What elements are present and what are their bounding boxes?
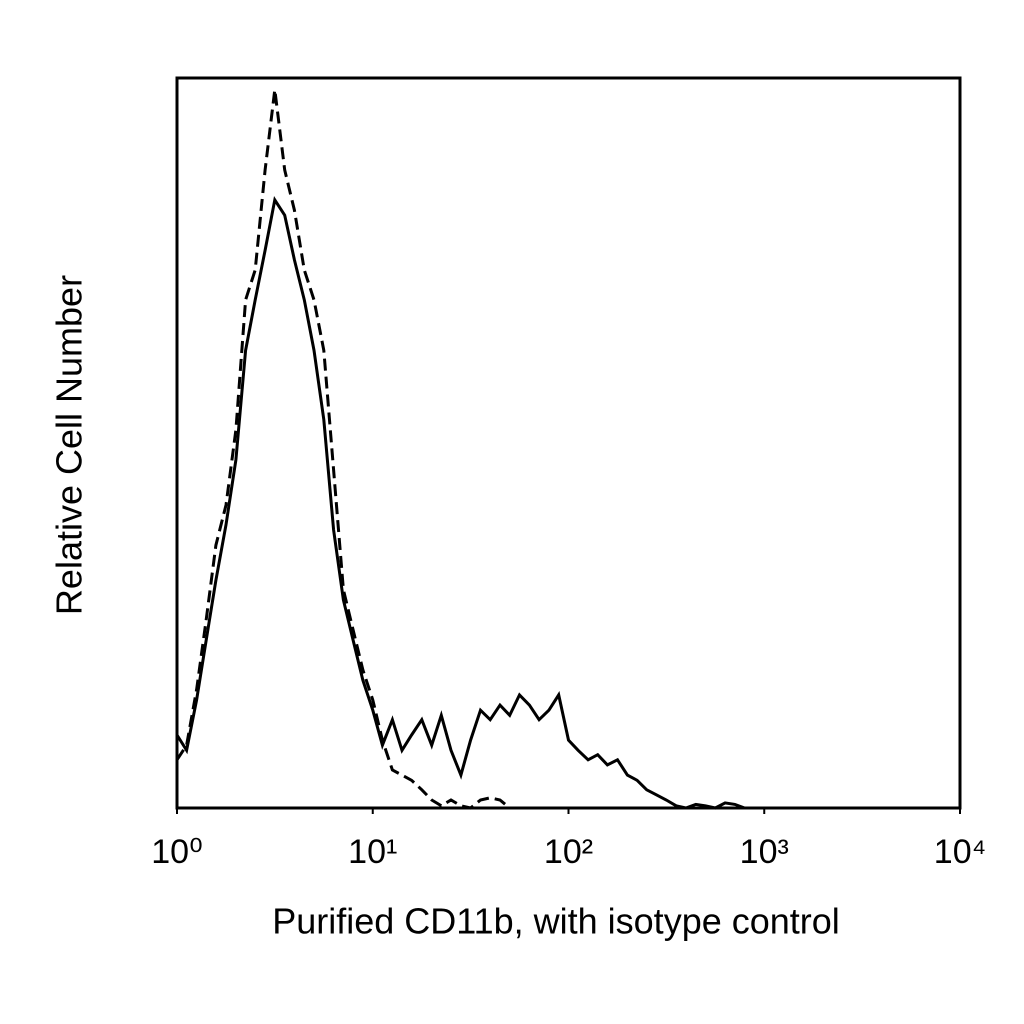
x-tick-label: 10⁴ — [934, 833, 986, 871]
x-tick-label: 10⁰ — [151, 833, 202, 871]
series-line — [175, 89, 511, 810]
y-axis-label: Relative Cell Number — [49, 275, 90, 615]
series-line — [175, 195, 960, 810]
plot-frame — [175, 76, 962, 810]
x-tick-label: 10³ — [740, 833, 789, 871]
x-axis-label: Purified CD11b, with isotype control — [272, 901, 840, 942]
x-tick-label: 10¹ — [348, 833, 397, 871]
x-tick-label: 10² — [544, 833, 593, 871]
